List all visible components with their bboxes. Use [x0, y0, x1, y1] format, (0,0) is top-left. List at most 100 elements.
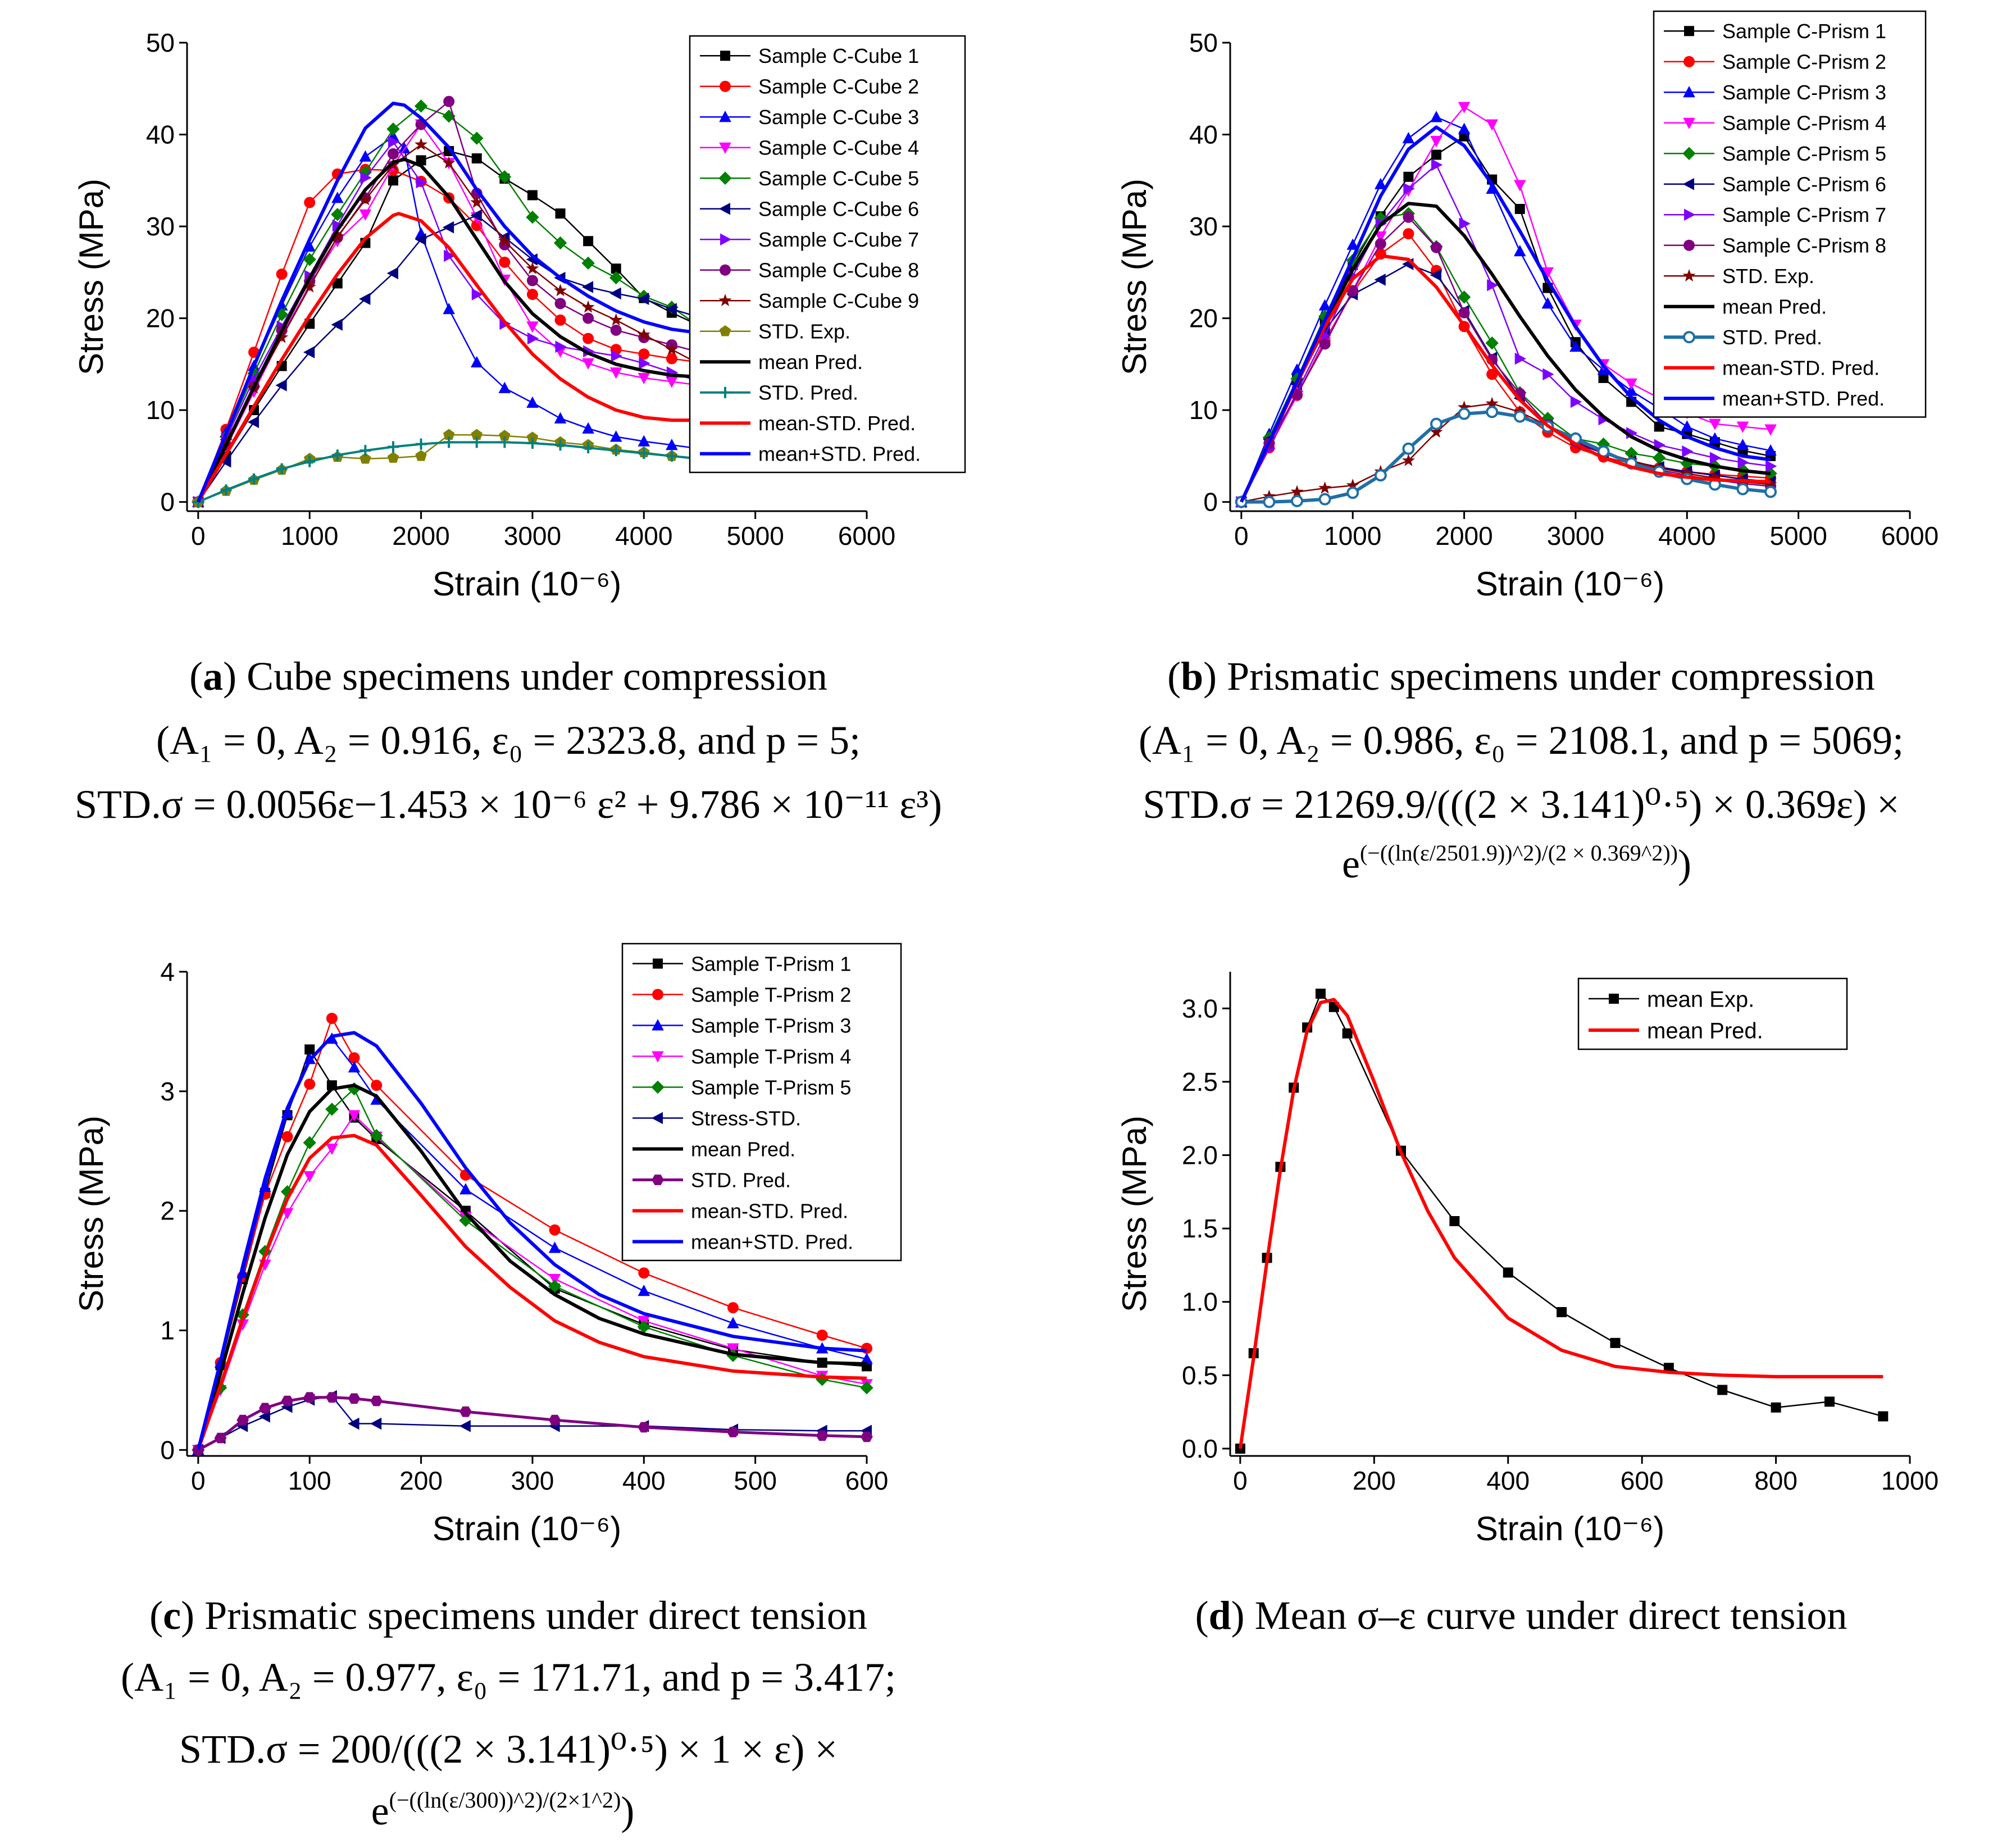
data-point [1374, 177, 1387, 189]
legend-label: Stress-STD. [691, 1107, 801, 1130]
data-point [276, 268, 288, 280]
data-point [471, 429, 483, 440]
x-tick-label: 300 [511, 1466, 554, 1495]
series-mean-std-pred [197, 212, 700, 503]
y-tick-label: 2.5 [1182, 1067, 1218, 1096]
data-point [498, 381, 511, 393]
axes-a: 0 1000 2000 3000 4000 5000 6000 0 10 20 30 40 50 Stra… [72, 28, 895, 603]
series-std-pred [192, 436, 706, 508]
legend-box [621, 943, 902, 1262]
series-line-mean-std-pred [196, 1134, 867, 1451]
data-point [1652, 451, 1666, 465]
caption-b: (b) Prismatic specimens under compressio… [1139, 654, 1904, 886]
legend-label: mean-STD. Pred. [758, 412, 916, 435]
data-point [638, 372, 650, 385]
data-point [1458, 307, 1470, 318]
data-point [325, 1103, 339, 1116]
data-point [1430, 425, 1443, 438]
data-point [548, 1414, 561, 1426]
legend-item-sample-c-prism-6: Sample C-Prism 6 [1664, 173, 1886, 196]
data-point [1764, 477, 1777, 490]
legend-marker [1683, 56, 1695, 67]
legend-item-sample-c-cube-5: Sample C-Cube 5 [700, 167, 919, 190]
data-point [1374, 231, 1387, 243]
legend-marker [719, 325, 731, 336]
data-point [359, 150, 372, 162]
legend-marker [653, 958, 663, 969]
caption-c-title: Prismatic specimens under direct tension [204, 1593, 867, 1638]
data-point [248, 473, 260, 485]
plot-area-d [1235, 989, 1889, 1454]
legend-label: Sample T-Prism 4 [691, 1045, 851, 1068]
caption-c-title-line: (c) Prismatic specimens under direct ten… [149, 1593, 867, 1638]
series-std-pred [1235, 406, 1777, 508]
data-point [638, 447, 650, 459]
data-point [1374, 274, 1386, 286]
data-point [1764, 485, 1777, 498]
x-axis-label: Strain (10⁻⁶) [1476, 565, 1664, 603]
data-point [1824, 1396, 1835, 1407]
legend-label: STD. Exp. [758, 320, 850, 343]
data-point [499, 239, 511, 251]
data-point [387, 148, 399, 160]
data-point [459, 1419, 471, 1432]
x-tick-label: 0 [1234, 521, 1249, 550]
data-point [1263, 495, 1276, 508]
data-point [471, 153, 482, 164]
data-point [526, 262, 539, 275]
data-point [1315, 989, 1326, 999]
series-sample-c-cube-2 [192, 163, 706, 508]
legend-label: Sample T-Prism 1 [691, 952, 851, 975]
caption-c-std-formula: STD.σ = 200/(((2 × 3.141)⁰·⁵) × 1 × ε) × [179, 1727, 838, 1772]
data-point [816, 1330, 828, 1341]
caption-b-params: (A₁ = 0, A₂ = 0.986, ε₀ = 2108.1, and p … [1139, 718, 1904, 763]
legend-item-sample-t-prism-5: Sample T-Prism 5 [633, 1076, 851, 1099]
data-point [548, 1280, 562, 1293]
series-line-sample-c-cube-3 [197, 135, 700, 503]
y-tick-label: 0.5 [1182, 1360, 1218, 1390]
caption-c-exp-tail: ) [621, 1788, 634, 1833]
data-point [1654, 421, 1664, 432]
data-point [275, 308, 289, 321]
y-tick-label: 50 [1189, 28, 1218, 57]
data-point [553, 236, 567, 250]
data-point [348, 1110, 361, 1122]
legend-label: mean-STD. Pred. [691, 1199, 848, 1222]
data-point [459, 1406, 472, 1417]
data-point [526, 437, 538, 449]
x-tick-label: 1000 [1881, 1466, 1939, 1495]
data-point [1569, 340, 1582, 352]
series-mean-pred [197, 157, 700, 503]
chart-d: 0 200 400 600 800 1000 0.0 0.5 1.0 1.5 2.0 2.5 3.0 St… [1116, 972, 1939, 1547]
legend-label: Sample C-Cube 6 [758, 198, 919, 221]
data-point [303, 346, 315, 358]
data-point [303, 280, 316, 293]
data-point [443, 302, 455, 315]
data-point [638, 1285, 650, 1296]
y-tick-label: 10 [146, 395, 175, 425]
data-point [1403, 228, 1414, 240]
legend-marker [1684, 208, 1696, 221]
chart-b: 0 1000 2000 3000 4000 5000 6000 0 10 20 30 40 50 Stra… [1116, 10, 1939, 603]
x-tick-label: 200 [399, 1466, 443, 1495]
x-tick-label: 1000 [281, 521, 338, 550]
caption-c-exponent: (−((ln(ε/300))^2)/(2×1^2) [389, 1787, 621, 1813]
data-point [1513, 180, 1526, 192]
data-point [358, 165, 372, 179]
legend-marker [719, 111, 731, 122]
y-tick-label: 30 [1189, 212, 1218, 241]
data-point [415, 138, 428, 151]
series-sample-c-cube-5 [192, 99, 707, 509]
x-axis-label: Strain (10⁻⁶) [433, 565, 621, 603]
data-point [303, 1392, 316, 1403]
data-point [1557, 1307, 1567, 1318]
legend-label: Sample C-Cube 2 [758, 75, 919, 98]
caption-b-exp-base: e [1342, 841, 1360, 886]
legend-item-sample-c-prism-4: Sample C-Prism 4 [1664, 112, 1886, 135]
data-point [214, 1432, 227, 1444]
data-point [388, 135, 400, 148]
legend-item-sample-c-prism-5: Sample C-Prism 5 [1664, 142, 1886, 165]
legend-marker [1682, 269, 1696, 282]
data-point [861, 1342, 872, 1354]
